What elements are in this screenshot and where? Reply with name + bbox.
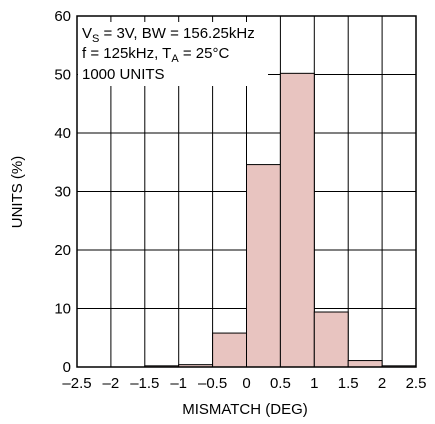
x-tick-label: 2.5 [406, 375, 427, 392]
y-tick-label: 60 [54, 8, 71, 25]
histogram-bar [279, 72, 315, 368]
histogram-bar [212, 332, 248, 368]
y-tick-label: 30 [54, 184, 71, 201]
x-axis-label: MISMATCH (DEG) [182, 401, 308, 418]
x-tick-label: –0.5 [198, 375, 227, 392]
x-tick-label: 2 [378, 375, 386, 392]
x-tick-label: 1 [310, 375, 318, 392]
y-axis-label: UNITS (%) [9, 156, 26, 229]
x-tick-label: 0 [242, 375, 250, 392]
y-tick-label: 40 [54, 125, 71, 142]
x-tick-label: –2.5 [62, 375, 91, 392]
histogram-bar [246, 164, 281, 368]
x-tick-label: 0.5 [270, 375, 291, 392]
annotation-line-3: 1000 UNITS [82, 66, 165, 83]
x-tick-label: 1.5 [338, 375, 359, 392]
annotation-line-2: f = 125kHz, TA = 25°C [82, 45, 229, 65]
x-tick-label: –2 [103, 375, 120, 392]
histogram-bars [144, 72, 417, 368]
y-tick-label: 10 [54, 301, 71, 318]
annotation-box: VS = 3V, BW = 156.25kHz f = 125kHz, TA =… [78, 22, 268, 86]
y-tick-label: 50 [54, 67, 71, 84]
y-tick-label: 20 [54, 242, 71, 259]
plot-frame [76, 15, 417, 368]
x-tick-label: –1 [170, 375, 187, 392]
y-tick-labels: 0 10 20 30 40 50 60 [54, 8, 71, 376]
x-tick-label: –1.5 [130, 375, 159, 392]
histogram-bar [347, 360, 383, 368]
x-tick-labels: –2.5 –2 –1.5 –1 –0.5 0 0.5 1 1.5 2 2.5 [62, 375, 426, 392]
y-tick-label: 0 [63, 359, 71, 376]
annotation-line-1: VS = 3V, BW = 156.25kHz [82, 25, 255, 45]
histogram-bar [313, 311, 349, 368]
